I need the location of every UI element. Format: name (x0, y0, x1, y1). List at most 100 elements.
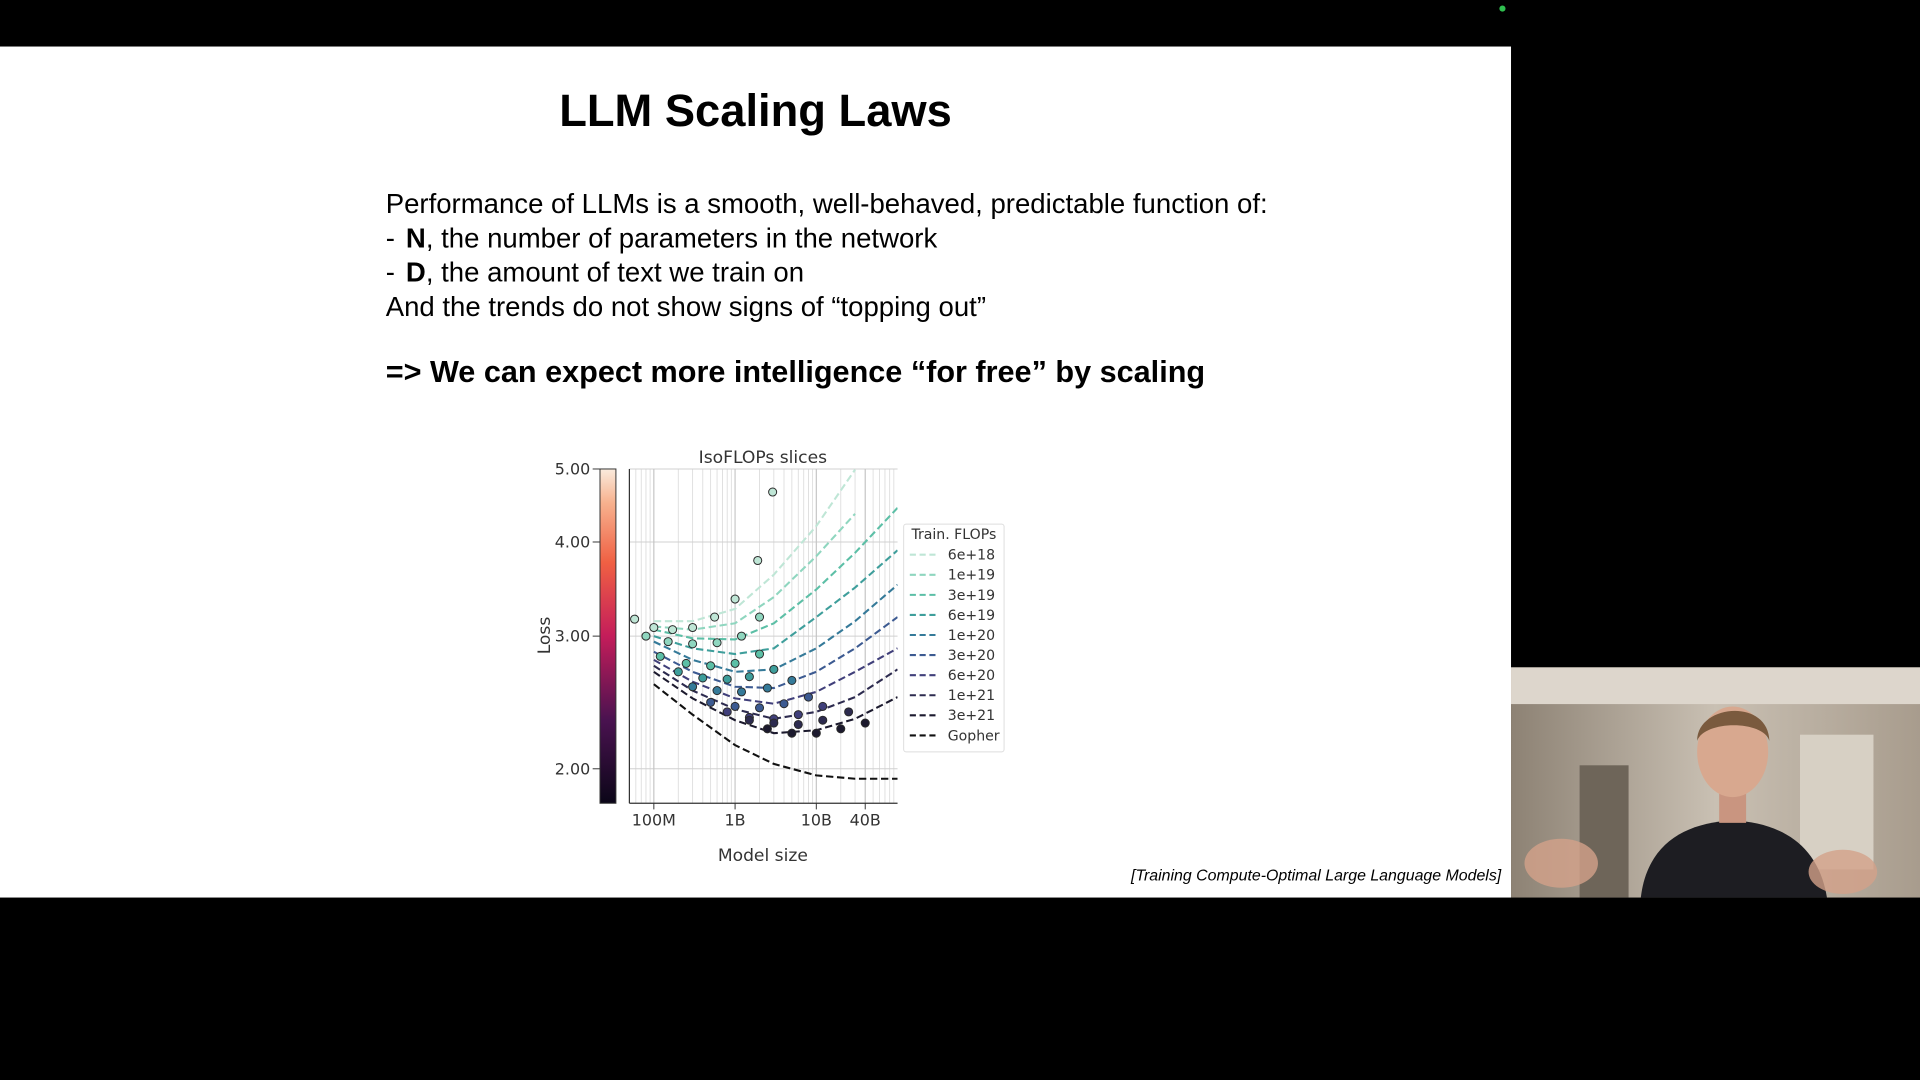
y-tick-label: 2.00 (555, 759, 590, 778)
slide (0, 46, 1512, 898)
series-line (653, 670, 898, 735)
legend-label: 3e+20 (948, 648, 995, 664)
series-line (653, 616, 898, 690)
bullet-marker: - (386, 257, 395, 288)
data-point (706, 661, 716, 671)
closing: And the trends do not show signs of “top… (386, 291, 986, 322)
data-point (811, 728, 821, 738)
x-tick-label: 1B (725, 810, 746, 829)
data-point (655, 651, 665, 661)
x-tick-label: 10B (801, 810, 832, 829)
data-point (803, 692, 813, 702)
legend-label: 3e+21 (948, 708, 995, 724)
data-point (673, 667, 683, 677)
y-tick-label: 4.00 (555, 533, 590, 552)
y-tick-label: 3.00 (555, 627, 590, 646)
chart-title: IsoFLOPs slices (699, 448, 827, 468)
data-point (779, 699, 789, 709)
citation: [Training Compute-Optimal Large Language… (1130, 867, 1502, 884)
data-point (860, 718, 870, 728)
data-point (744, 672, 754, 682)
data-point (710, 612, 720, 622)
data-point (768, 487, 778, 497)
legend-label: 6e+18 (948, 548, 995, 564)
legend-label: 1e+21 (948, 688, 995, 704)
data-point (762, 683, 772, 693)
data-point (755, 703, 765, 713)
data-point (736, 687, 747, 697)
bullet-term: D (406, 257, 426, 288)
person-head (1697, 706, 1769, 798)
ceiling (1511, 667, 1920, 705)
data-point (630, 614, 640, 624)
bullet-marker: - (386, 222, 395, 253)
window (1800, 734, 1874, 870)
legend-label: 6e+20 (948, 668, 995, 684)
x-axis-label: Model size (718, 846, 808, 866)
data-point (688, 622, 698, 633)
data-point (844, 707, 854, 717)
data-point (688, 639, 698, 649)
bullet-text: , the amount of text we train on (426, 257, 804, 288)
data-point (755, 612, 765, 622)
intro: Performance of LLMs is a smooth, well-be… (386, 188, 1268, 219)
data-point (681, 658, 691, 668)
data-point (744, 715, 754, 725)
conclusion: => We can expect more intelligence “for … (386, 355, 1205, 389)
data-point (769, 664, 779, 674)
data-point (722, 674, 732, 684)
data-point (706, 697, 716, 707)
data-point (818, 701, 828, 711)
data-point (836, 724, 846, 734)
legend-title: Train. FLOPs (910, 527, 996, 543)
data-point (722, 707, 732, 717)
y-axis-label: Loss (535, 617, 555, 655)
series-line (653, 513, 856, 631)
webcam (1511, 667, 1920, 898)
legend-label: 3e+19 (948, 588, 995, 604)
slide-title: LLM Scaling Laws (559, 85, 952, 136)
data-point (755, 649, 765, 659)
person-hair (1697, 710, 1770, 741)
series-line (653, 647, 898, 705)
data-point (730, 594, 740, 604)
data-point (649, 622, 659, 633)
legend-label: 1e+19 (948, 568, 995, 584)
data-point (712, 638, 722, 648)
data-point (688, 682, 698, 692)
chart: IsoFLOPs slices Model size Loss 2.00 3.00… (535, 448, 1005, 866)
person-hand (1524, 838, 1598, 888)
bullet: - N, the number of parameters in the netw… (386, 222, 938, 253)
legend-label: Gopher (948, 728, 1000, 744)
series-line (653, 507, 898, 641)
data-point (663, 637, 673, 647)
y-tick-label: 5.00 (555, 459, 590, 478)
x-tick-label: 40B (850, 810, 881, 829)
legend-label: 1e+20 (948, 628, 995, 644)
bullet: - D, the amount of text we train on (386, 257, 804, 288)
data-point (762, 724, 772, 734)
legend-label: 6e+19 (948, 608, 995, 624)
data-point (793, 710, 803, 720)
person-hand (1808, 849, 1878, 894)
data-point (787, 728, 797, 738)
data-point (736, 631, 747, 641)
data-point (818, 715, 828, 725)
series-line (653, 469, 856, 623)
data-point (730, 701, 740, 711)
legend-box (903, 523, 1005, 753)
data-point (730, 658, 740, 668)
data-point (668, 625, 678, 635)
series-line (653, 683, 898, 780)
data-point (641, 631, 651, 641)
colorbar (599, 468, 617, 804)
data-point (787, 675, 797, 685)
status-dot (1499, 5, 1506, 12)
data-point (753, 555, 763, 566)
x-tick-label: 100M (632, 810, 676, 829)
data-point (712, 686, 722, 696)
series-line (653, 549, 898, 656)
data-point (769, 718, 779, 728)
data-point (793, 719, 803, 730)
